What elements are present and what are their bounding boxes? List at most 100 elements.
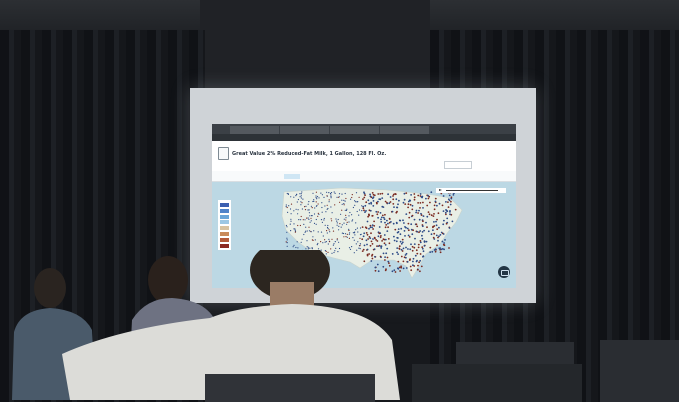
map-dot (325, 250, 327, 252)
map-dot (285, 206, 287, 208)
legend-swatch (220, 214, 229, 219)
map-dot (331, 212, 333, 214)
map-dot (412, 260, 414, 263)
map-dot (295, 208, 297, 210)
browser-tab[interactable] (330, 126, 379, 134)
map-dot (306, 246, 308, 248)
map-dot (403, 222, 405, 224)
person-left-head (34, 268, 66, 308)
map-dot (392, 195, 394, 197)
map-dot (356, 249, 358, 251)
url-text[interactable] (222, 135, 342, 140)
map-dot (308, 201, 310, 203)
map-dot (434, 248, 437, 250)
map-dot (312, 200, 314, 203)
map-dot (434, 250, 437, 253)
map-dot (311, 215, 313, 217)
map-dot (341, 209, 343, 211)
map-dot (417, 246, 420, 249)
map-dot (361, 250, 364, 252)
map-dot (418, 261, 420, 264)
upload-button[interactable] (478, 161, 506, 167)
map-dot (423, 245, 426, 247)
map-dot (433, 221, 435, 223)
map-dot (296, 201, 298, 203)
map-dot (296, 241, 298, 243)
timeline-track[interactable] (446, 190, 498, 191)
map-dot (384, 256, 386, 258)
map-dot (382, 265, 385, 268)
store-chip[interactable] (284, 174, 300, 179)
chat-icon[interactable] (498, 266, 510, 278)
map-dot (355, 229, 357, 231)
map-dot (286, 206, 288, 209)
map-dot (367, 238, 369, 240)
map-dot (321, 194, 323, 196)
map-dot (364, 204, 367, 207)
filters-button[interactable] (444, 161, 472, 169)
map-dot (358, 247, 360, 249)
map-dot (374, 266, 377, 269)
play-icon[interactable] (439, 189, 442, 191)
map-dot (447, 206, 450, 208)
map-dot (366, 220, 369, 223)
map-dot (395, 221, 398, 224)
map-dot (384, 269, 387, 272)
map-dot (328, 199, 330, 201)
map-dot (297, 247, 299, 249)
map-dot (388, 242, 391, 245)
map-dot (324, 224, 326, 226)
map-dot (312, 192, 314, 194)
map-dot (422, 255, 424, 258)
map-dot (353, 239, 355, 241)
map-dot (388, 264, 391, 267)
browser-tab[interactable] (280, 126, 329, 134)
map-dot (380, 221, 383, 223)
price-map[interactable] (212, 182, 516, 288)
browser-tab[interactable] (230, 126, 279, 134)
map-dot (381, 197, 384, 199)
map-dot (438, 226, 440, 229)
map-dot (297, 209, 299, 211)
map-dot (299, 196, 301, 198)
map-dot (399, 270, 401, 272)
map-dot (421, 246, 424, 249)
map-dot (308, 230, 311, 232)
map-dot (366, 233, 369, 236)
map-dot (290, 213, 292, 215)
map-dot (415, 223, 418, 226)
map-dot (392, 222, 395, 225)
map-dot (433, 208, 436, 211)
map-dot (396, 206, 398, 209)
date-from-field[interactable] (220, 174, 246, 179)
map-dot (387, 226, 389, 229)
map-dot (398, 248, 401, 250)
map-dot (426, 215, 429, 218)
map-dot (363, 244, 366, 247)
map-dot (343, 203, 345, 205)
map-dot (322, 242, 324, 244)
address-bar[interactable] (212, 134, 516, 141)
map-dot (356, 210, 358, 213)
map-dot (334, 204, 336, 206)
map-dot (369, 209, 372, 212)
map-dot (425, 240, 428, 243)
map-dot (293, 196, 295, 198)
map-dot (443, 244, 446, 247)
map-dot (366, 243, 368, 246)
map-dot (349, 211, 351, 214)
map-dot (448, 194, 451, 197)
map-dot (413, 198, 416, 201)
timeline-slider[interactable] (436, 188, 506, 193)
map-dot (328, 238, 330, 240)
map-dot (401, 238, 404, 241)
browser-tab[interactable] (380, 126, 429, 134)
map-dot (321, 202, 323, 204)
map-dot (433, 204, 436, 207)
map-dot (400, 266, 403, 269)
map-dot (352, 232, 354, 234)
map-dot (419, 202, 422, 204)
map-dot (419, 253, 422, 255)
map-dot (377, 235, 380, 238)
date-to-field[interactable] (252, 174, 278, 179)
